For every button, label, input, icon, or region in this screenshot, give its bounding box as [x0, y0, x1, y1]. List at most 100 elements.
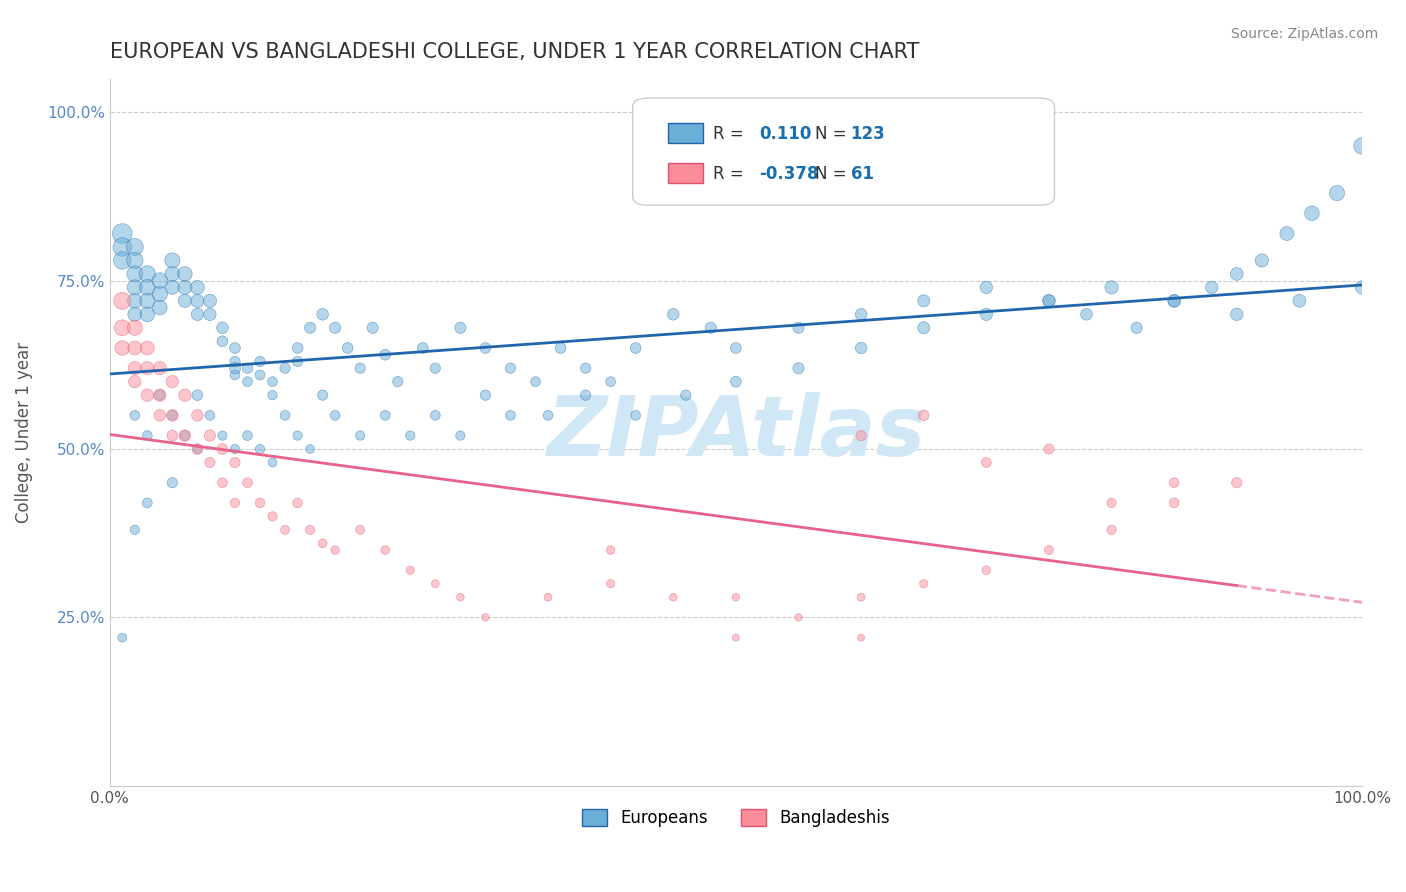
Point [124, 341, 146, 355]
Text: R =: R = [713, 165, 744, 183]
Point [912, 320, 935, 334]
Point [287, 428, 309, 442]
Point [374, 348, 396, 362]
Point [249, 496, 271, 510]
Point [550, 341, 572, 355]
Point [173, 293, 195, 308]
Point [311, 388, 333, 402]
Point [474, 610, 496, 624]
Point [198, 428, 221, 442]
Point [724, 591, 747, 605]
Point [1125, 320, 1147, 334]
Point [849, 307, 872, 321]
Point [224, 341, 246, 355]
Point [111, 227, 134, 241]
Point [136, 361, 159, 376]
Point [224, 354, 246, 368]
Point [449, 591, 471, 605]
Point [162, 280, 184, 294]
Point [262, 388, 284, 402]
Point [262, 509, 284, 524]
Point [624, 341, 647, 355]
Point [361, 320, 384, 334]
Point [912, 293, 935, 308]
Point [449, 428, 471, 442]
Point [198, 293, 221, 308]
Point [976, 455, 998, 469]
Point [323, 320, 346, 334]
Point [1038, 442, 1060, 456]
Point [374, 409, 396, 423]
Point [1326, 186, 1348, 200]
Point [186, 442, 208, 456]
Point [173, 388, 195, 402]
Point [1038, 293, 1060, 308]
Point [173, 428, 195, 442]
Point [1351, 139, 1374, 153]
Point [136, 496, 159, 510]
Point [124, 253, 146, 268]
Point [349, 361, 371, 376]
Point [976, 307, 998, 321]
Point [186, 307, 208, 321]
Point [849, 631, 872, 645]
Point [162, 409, 184, 423]
Point [724, 631, 747, 645]
Text: EUROPEAN VS BANGLADESHI COLLEGE, UNDER 1 YEAR CORRELATION CHART: EUROPEAN VS BANGLADESHI COLLEGE, UNDER 1… [110, 42, 920, 62]
Y-axis label: College, Under 1 year: College, Under 1 year [15, 342, 32, 523]
Point [1288, 293, 1310, 308]
Point [1201, 280, 1223, 294]
Point [173, 280, 195, 294]
Point [499, 409, 522, 423]
Point [274, 409, 297, 423]
Point [675, 388, 697, 402]
Point [236, 475, 259, 490]
Point [249, 368, 271, 382]
Point [323, 409, 346, 423]
Point [111, 293, 134, 308]
Point [236, 375, 259, 389]
Point [224, 455, 246, 469]
Point [412, 341, 434, 355]
Point [262, 455, 284, 469]
Point [449, 320, 471, 334]
Point [425, 361, 447, 376]
Text: 123: 123 [851, 125, 886, 143]
Point [849, 591, 872, 605]
Point [124, 320, 146, 334]
Point [149, 388, 172, 402]
Point [136, 307, 159, 321]
Point [186, 280, 208, 294]
Point [1226, 307, 1249, 321]
Point [1101, 496, 1123, 510]
Point [311, 536, 333, 550]
Point [186, 409, 208, 423]
Point [299, 442, 322, 456]
Point [224, 442, 246, 456]
Point [575, 388, 598, 402]
Point [700, 320, 723, 334]
Point [124, 409, 146, 423]
Point [1038, 543, 1060, 558]
Point [136, 293, 159, 308]
Point [1163, 496, 1185, 510]
Point [124, 280, 146, 294]
Point [1275, 227, 1298, 241]
Point [976, 280, 998, 294]
Point [162, 375, 184, 389]
Point [224, 496, 246, 510]
Point [162, 253, 184, 268]
Point [1038, 293, 1060, 308]
Point [323, 543, 346, 558]
Point [173, 428, 195, 442]
Point [599, 375, 621, 389]
Point [124, 523, 146, 537]
Point [186, 388, 208, 402]
Point [912, 409, 935, 423]
Point [124, 240, 146, 254]
Point [299, 320, 322, 334]
Point [1351, 280, 1374, 294]
Point [349, 523, 371, 537]
Point [311, 307, 333, 321]
Point [399, 428, 422, 442]
